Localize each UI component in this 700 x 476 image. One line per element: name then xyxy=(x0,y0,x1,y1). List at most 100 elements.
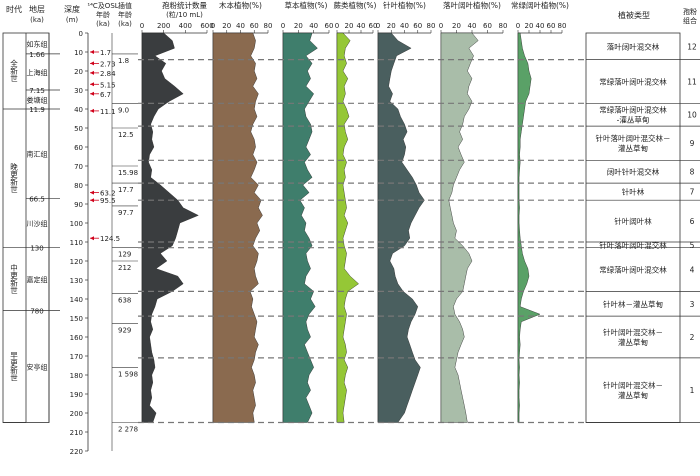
era-label: 新 xyxy=(10,365,18,375)
era-label: 更 xyxy=(10,170,18,179)
header-assemblage2: 组合 xyxy=(683,16,697,25)
panel-tick-label: 60 xyxy=(547,22,556,30)
zone-id-label: 11 xyxy=(687,77,697,86)
depth-tick-label: 170 xyxy=(70,353,83,361)
panel-tick-label: 60 xyxy=(369,22,378,30)
formation-label: 上海组 xyxy=(27,68,48,77)
panel-tick-label: 40 xyxy=(357,22,366,30)
era-label: 早 xyxy=(10,351,18,360)
era-label: 晚 xyxy=(10,162,18,172)
depth-tick-label: 120 xyxy=(70,258,83,266)
panel-tick-label: 80 xyxy=(499,22,508,30)
interp-age-label: 212 xyxy=(118,264,131,272)
dating-age-label: 2.73 xyxy=(100,60,116,68)
header-dating-unit: (ka) xyxy=(96,20,110,28)
panel-tick-label: 600 xyxy=(200,22,213,30)
veg-type-label: 针叶阔叶林 xyxy=(614,216,652,226)
era-label: 世 xyxy=(10,73,18,83)
panel-tick-label: 60 xyxy=(483,22,492,30)
depth-tick-label: 100 xyxy=(70,220,83,228)
veg-type-label: 灌丛草甸 xyxy=(618,390,648,400)
veg-type-label: 针叶阔叶混交林－ xyxy=(603,327,663,337)
panel-tick-label: 0 xyxy=(335,22,339,30)
depth-tick-label: 140 xyxy=(70,296,83,304)
depth-tick-label: 180 xyxy=(70,372,83,380)
panel-tick-label: 20 xyxy=(525,22,534,30)
veg-type-label: 针叶落叶阔叶混交林－ xyxy=(596,133,671,143)
interp-age-label: 638 xyxy=(118,296,131,304)
header-interp: 插值 xyxy=(118,1,132,10)
interp-age-label: 9.0 xyxy=(118,106,129,114)
interp-age-label: 17.7 xyxy=(118,186,134,194)
header-stratum: 地层 xyxy=(29,4,45,14)
interp-age-label: 12.5 xyxy=(118,131,134,139)
panel-tick-label: 20 xyxy=(387,22,396,30)
series-area xyxy=(517,32,541,423)
interp-age-label: 2 278 xyxy=(118,426,138,434)
header-interp-sub: 年龄 xyxy=(118,10,132,19)
depth-tick-label: 50 xyxy=(74,125,83,133)
panel-tick-label: 0 xyxy=(140,22,144,30)
depth-tick-label: 110 xyxy=(70,239,83,247)
era-label: 更 xyxy=(10,358,18,367)
veg-type-label: -灌丛草甸 xyxy=(617,115,650,125)
stratum-age-label: 1.66 xyxy=(29,51,45,59)
panel-tick-label: 0 xyxy=(376,22,380,30)
veg-type-label: 针叶阔叶混交林－ xyxy=(603,380,663,390)
series-area xyxy=(212,32,263,423)
stratum-age-label: 7.15 xyxy=(29,87,45,95)
panel-tick-label: 60 xyxy=(250,22,259,30)
dating-arrowhead xyxy=(90,91,94,96)
header-era: 时代 xyxy=(6,4,22,14)
formation-label: 娄塘组 xyxy=(27,96,48,105)
era-label: 世 xyxy=(10,285,18,295)
veg-type-label: 常绿落叶阔叶混交林 xyxy=(599,76,667,86)
era-label: 新 xyxy=(10,66,18,76)
formation-label: 川沙组 xyxy=(27,219,48,228)
depth-tick-label: 200 xyxy=(70,410,83,418)
interp-age-label: 1 598 xyxy=(118,370,138,378)
veg-type-label: 针叶林 xyxy=(622,187,645,197)
panel-tick-label: 60 xyxy=(325,22,334,30)
era-label: 全 xyxy=(10,58,18,68)
formation-label: 如东组 xyxy=(27,39,48,48)
dating-age-label: 11.1 xyxy=(100,108,116,116)
formation-label: 嘉定组 xyxy=(27,275,48,284)
panel-tick-label: 0 xyxy=(516,22,520,30)
panel-tick-label: 0 xyxy=(281,22,285,30)
panel-tick-label: 40 xyxy=(468,22,477,30)
panel-tick-label: 20 xyxy=(222,22,231,30)
series-area xyxy=(282,32,318,423)
panel-tick-label: 60 xyxy=(413,22,422,30)
header-depth: 深度 xyxy=(64,4,80,14)
depth-tick-label: 90 xyxy=(74,201,83,209)
era-label: 更 xyxy=(10,271,18,280)
panel-tick-label: 40 xyxy=(400,22,409,30)
panel-tick-label: 40 xyxy=(236,22,245,30)
depth-tick-label: 40 xyxy=(74,106,83,114)
panel-title: 蕨类植物(%) xyxy=(334,0,377,10)
stratum-age-label: 11.9 xyxy=(29,106,45,114)
dating-age-label: 1.7 xyxy=(100,49,111,57)
stratum-age-label: 66.5 xyxy=(29,195,45,203)
panel-tick-label: 80 xyxy=(427,22,436,30)
depth-tick-label: 80 xyxy=(74,182,83,190)
header-stratum-unit: (ka) xyxy=(30,16,44,24)
formation-label: 南汇组 xyxy=(27,150,48,159)
panel-title: 草本植物(%) xyxy=(285,0,328,10)
series-area xyxy=(440,32,479,423)
panel-tick-label: 200 xyxy=(157,22,170,30)
header-dating-sub: 年龄 xyxy=(96,10,110,19)
veg-type-label: 落叶阔叶混交林 xyxy=(607,41,660,51)
era-label: 世 xyxy=(10,184,18,194)
panels-layer xyxy=(141,32,541,423)
dating-age-label: 124.5 xyxy=(100,235,120,243)
veg-type-label: 灌丛草甸 xyxy=(618,337,648,347)
zone-id-label: 12 xyxy=(687,42,697,51)
dating-arrowhead xyxy=(90,61,94,66)
panel-tick-label: 20 xyxy=(345,22,354,30)
header-interp-unit: (ka) xyxy=(118,20,132,28)
depth-tick-label: 220 xyxy=(70,448,83,456)
interp-age-label: 929 xyxy=(118,327,131,335)
